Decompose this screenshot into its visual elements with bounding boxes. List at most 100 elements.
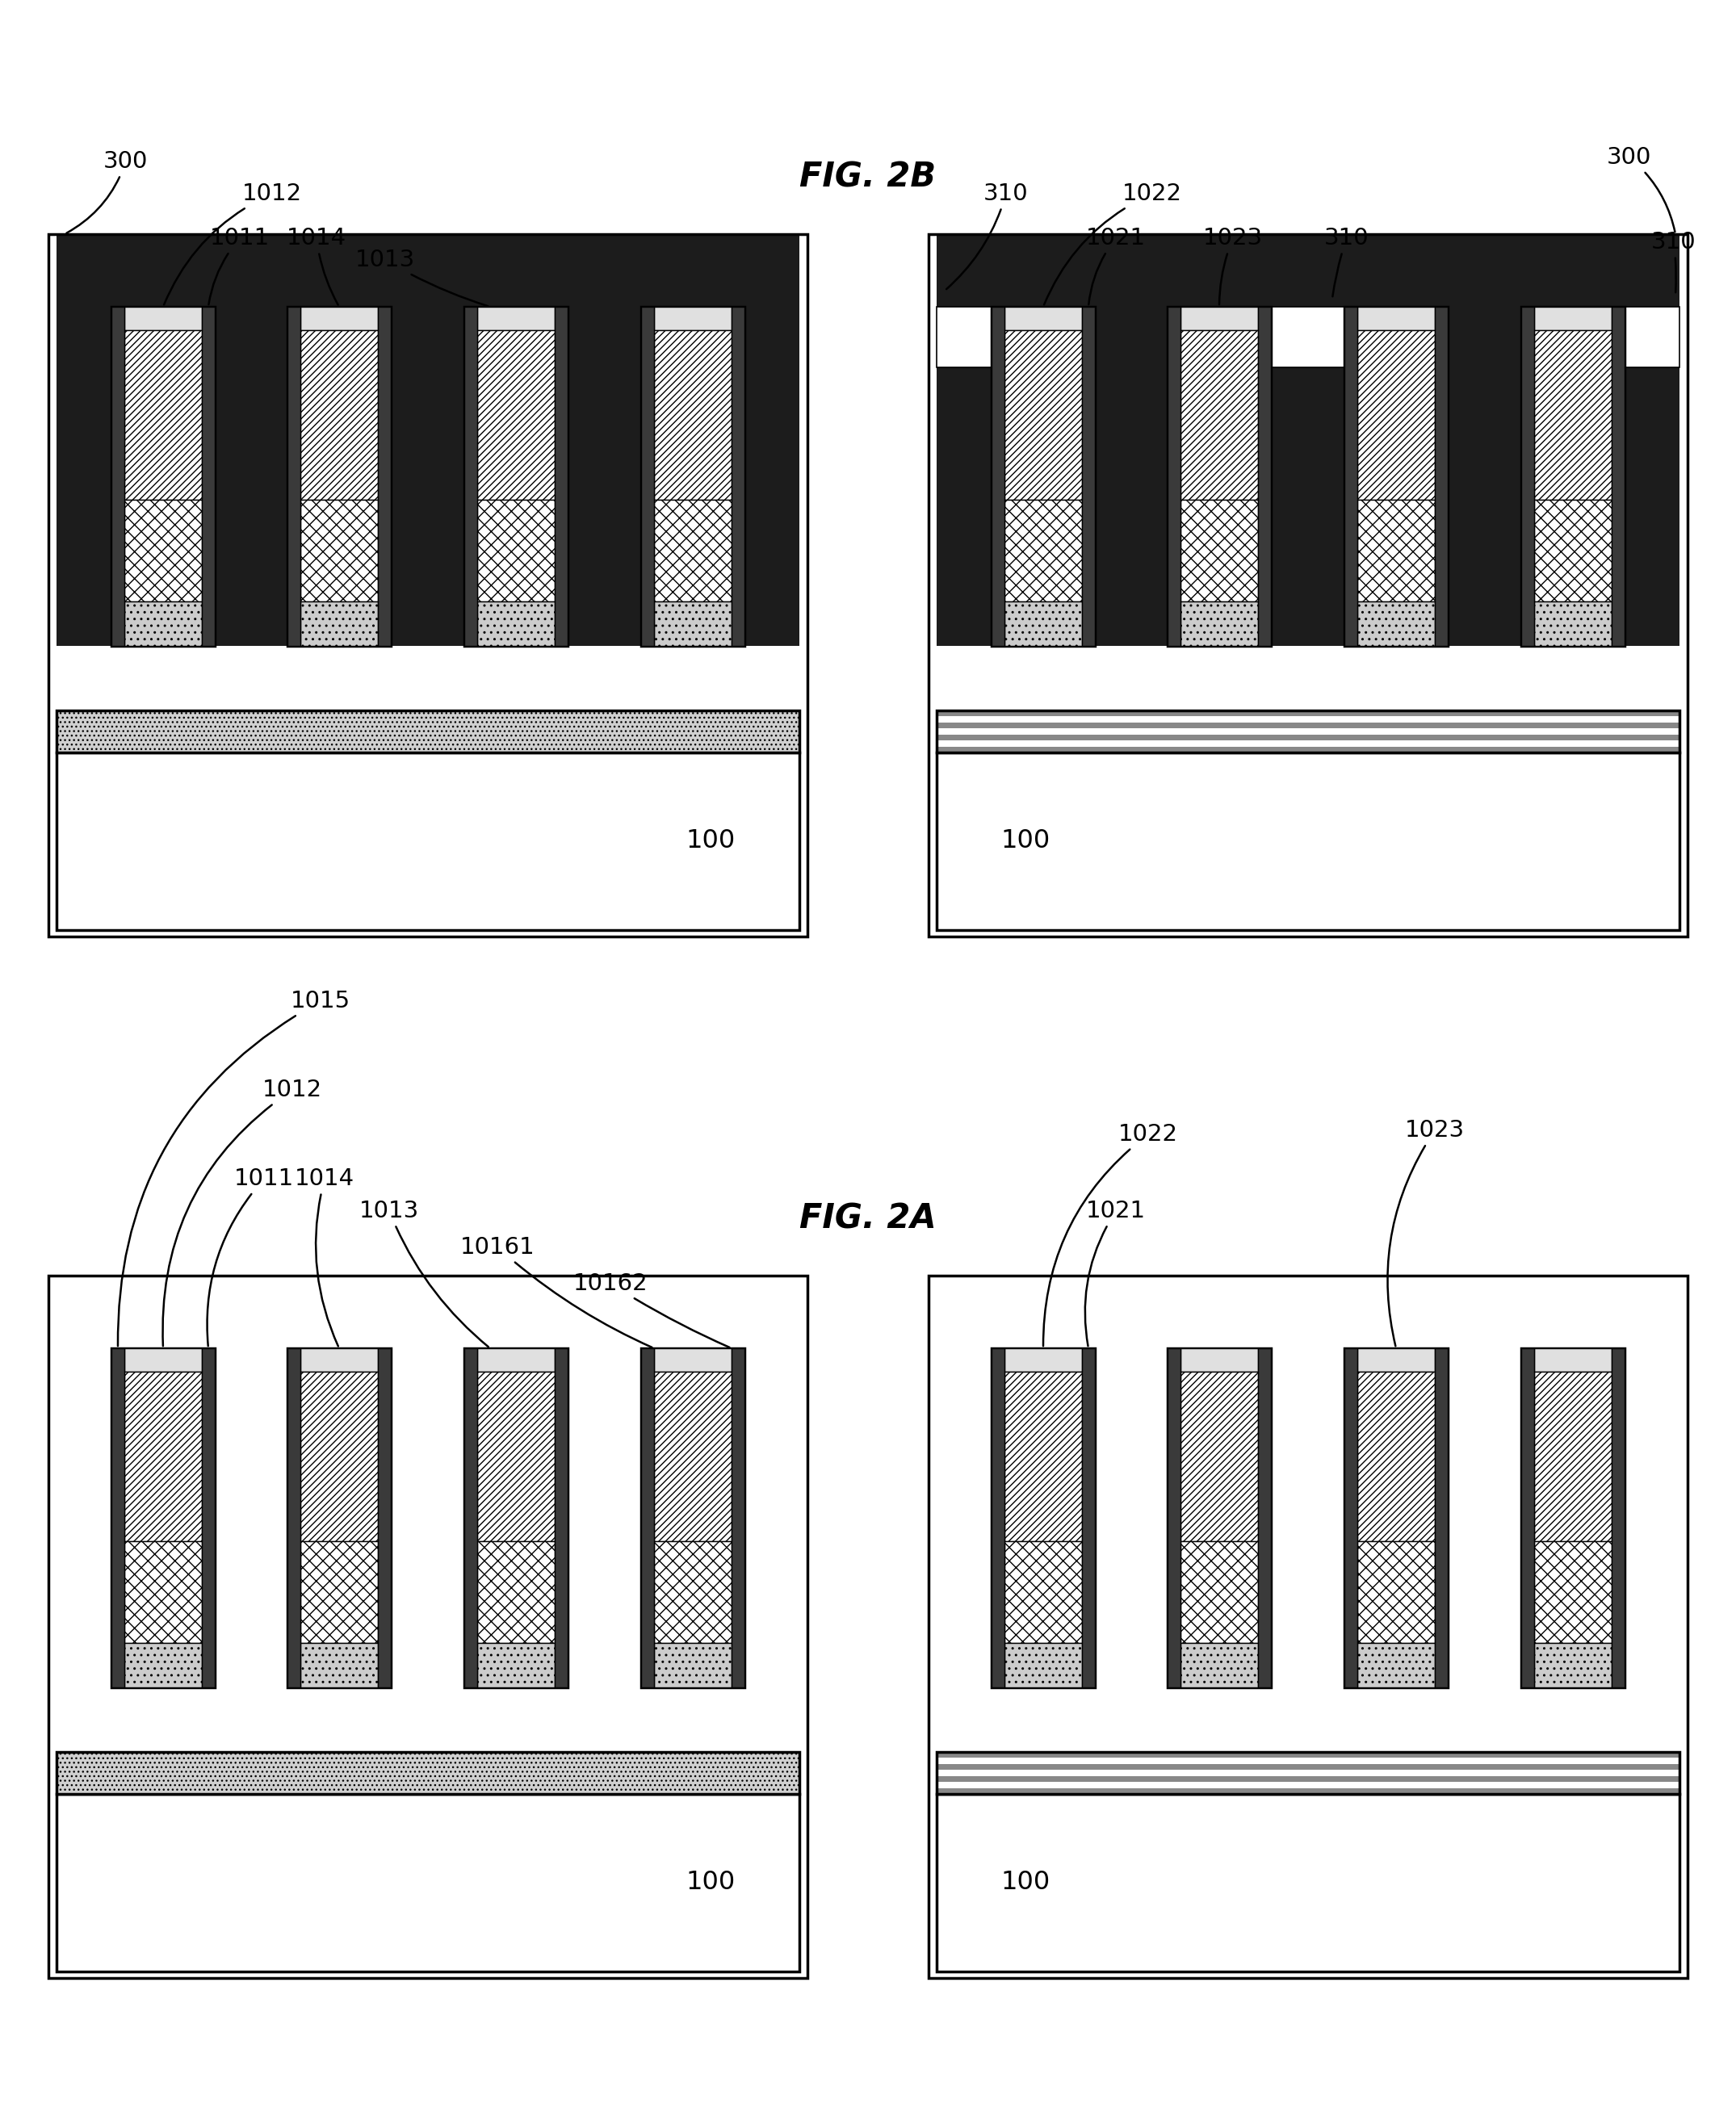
Bar: [654, 331, 731, 500]
Bar: [57, 1752, 799, 1794]
Bar: [991, 308, 1095, 645]
Bar: [1358, 1541, 1436, 1642]
Text: 100: 100: [686, 828, 736, 854]
Bar: [731, 308, 745, 645]
Bar: [937, 1771, 1679, 1777]
Bar: [1005, 500, 1082, 601]
Bar: [937, 1752, 1679, 1794]
Text: 1021: 1021: [1085, 1199, 1146, 1347]
Bar: [125, 1642, 201, 1686]
Text: 1022: 1022: [1043, 1124, 1179, 1347]
Bar: [1180, 1372, 1259, 1541]
Text: 310: 310: [1651, 232, 1696, 293]
Text: 10161: 10161: [460, 1235, 653, 1347]
Bar: [1535, 308, 1611, 331]
Bar: [937, 717, 1679, 723]
Bar: [654, 601, 731, 645]
Bar: [464, 308, 477, 645]
Bar: [991, 1349, 1005, 1686]
Bar: [991, 308, 1005, 645]
Bar: [937, 308, 991, 367]
Bar: [937, 1758, 1679, 1764]
Bar: [378, 1349, 391, 1686]
Bar: [1005, 331, 1082, 500]
Bar: [477, 601, 556, 645]
Bar: [111, 1349, 125, 1686]
Bar: [1535, 1372, 1611, 1541]
Text: FIG. 2A: FIG. 2A: [800, 1202, 936, 1235]
Bar: [201, 308, 215, 645]
Bar: [57, 753, 799, 930]
Text: 1015: 1015: [118, 991, 351, 1347]
Bar: [477, 331, 556, 500]
Bar: [1180, 1541, 1259, 1642]
Bar: [1344, 308, 1358, 645]
Bar: [1259, 1349, 1271, 1686]
Bar: [477, 1372, 556, 1541]
Bar: [937, 1764, 1679, 1771]
Bar: [654, 500, 731, 601]
Bar: [937, 746, 1679, 753]
Bar: [937, 1788, 1679, 1794]
Bar: [1271, 308, 1344, 367]
Text: 1023: 1023: [1203, 228, 1264, 304]
Text: 310: 310: [1325, 228, 1370, 297]
Bar: [1521, 308, 1535, 645]
Bar: [937, 710, 1679, 753]
Text: 300: 300: [66, 150, 148, 234]
Bar: [1358, 1372, 1436, 1541]
Bar: [937, 729, 1679, 736]
Bar: [1005, 1541, 1082, 1642]
Bar: [641, 308, 654, 645]
Bar: [1535, 331, 1611, 500]
Bar: [111, 308, 215, 645]
Text: 310: 310: [946, 183, 1028, 289]
Text: 1021: 1021: [1087, 228, 1146, 304]
Bar: [125, 601, 201, 645]
Bar: [1344, 308, 1448, 645]
Bar: [556, 1349, 568, 1686]
Bar: [125, 1541, 201, 1642]
Bar: [49, 1275, 807, 1977]
Bar: [1005, 1642, 1082, 1686]
Bar: [1344, 1349, 1358, 1686]
Bar: [654, 1349, 731, 1372]
Bar: [477, 1349, 556, 1372]
Text: 1011: 1011: [207, 1168, 293, 1347]
Bar: [1358, 1349, 1436, 1372]
Bar: [300, 601, 378, 645]
Text: FIG. 2B: FIG. 2B: [800, 160, 936, 194]
Bar: [300, 1372, 378, 1541]
Text: 100: 100: [686, 1870, 736, 1895]
Bar: [1344, 1349, 1448, 1686]
Bar: [731, 1349, 745, 1686]
Bar: [654, 308, 731, 331]
Bar: [641, 1349, 745, 1686]
Bar: [937, 308, 991, 367]
Text: 1014: 1014: [286, 228, 347, 306]
Bar: [1436, 1349, 1448, 1686]
Bar: [1259, 308, 1271, 645]
Bar: [1521, 1349, 1535, 1686]
Bar: [57, 1794, 799, 1971]
Bar: [1436, 308, 1448, 645]
Bar: [125, 1372, 201, 1541]
Bar: [125, 500, 201, 601]
Text: 1014: 1014: [295, 1168, 354, 1347]
Bar: [1611, 308, 1625, 645]
Bar: [937, 753, 1679, 930]
Bar: [464, 1349, 568, 1686]
Bar: [1180, 1349, 1259, 1372]
Bar: [937, 723, 1679, 729]
Bar: [937, 1781, 1679, 1788]
Bar: [937, 1794, 1679, 1971]
Bar: [477, 308, 556, 331]
Bar: [1180, 1642, 1259, 1686]
Text: 1022: 1022: [1043, 183, 1182, 306]
Bar: [1358, 308, 1436, 331]
Text: 100: 100: [1000, 828, 1050, 854]
Text: 10162: 10162: [573, 1273, 729, 1347]
Bar: [57, 234, 799, 645]
Text: 1011: 1011: [208, 228, 269, 304]
Text: 1012: 1012: [163, 1079, 323, 1347]
